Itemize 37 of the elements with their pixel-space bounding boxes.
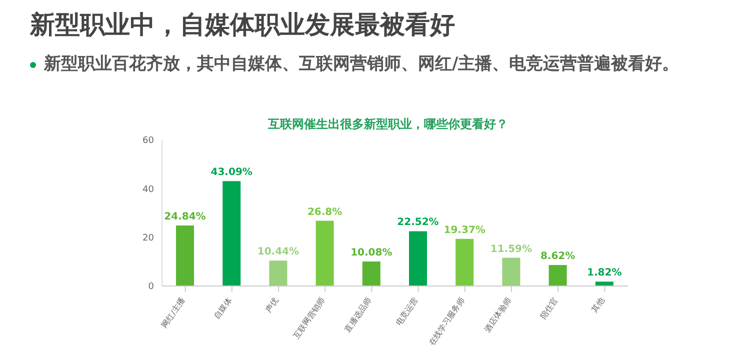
x-tick-label: 自媒体 bbox=[212, 296, 234, 321]
y-tick-label: 20 bbox=[142, 234, 154, 244]
data-label: 43.09% bbox=[210, 167, 252, 178]
bar bbox=[502, 258, 520, 286]
bar bbox=[269, 260, 288, 286]
bar bbox=[362, 261, 380, 286]
x-tick-label: 网红/主播 bbox=[160, 296, 187, 330]
data-label: 22.52% bbox=[397, 217, 439, 228]
chart-title: 新型职业中，自媒体职业发展最被看好 bbox=[30, 9, 455, 41]
data-label: 10.44% bbox=[257, 246, 300, 258]
data-label: 26.8% bbox=[307, 206, 342, 218]
x-tick-label: 在线学习服务师 bbox=[427, 296, 467, 348]
data-label: 1.82% bbox=[587, 268, 622, 279]
data-label: 8.62% bbox=[540, 251, 576, 262]
x-tick-label: 酒店体验师 bbox=[482, 296, 514, 334]
bar bbox=[456, 238, 474, 286]
y-tick-label: 40 bbox=[142, 184, 154, 195]
bar bbox=[222, 181, 241, 286]
x-tick-label: 直播选品师 bbox=[343, 296, 374, 334]
data-label: 10.08% bbox=[350, 247, 392, 258]
x-tick-label: 声优 bbox=[264, 296, 280, 314]
bar bbox=[176, 226, 194, 286]
text: 互联网催生出很多新型职业，哪些你更看好？ bbox=[267, 116, 509, 133]
bar bbox=[316, 220, 334, 286]
chart-subtitle: 新型职业百花齐放，其中自媒体、互联网营销师、网红/主播、电竞运营普遍被看好。 bbox=[44, 54, 680, 75]
x-tick-label: 互联网营销师 bbox=[292, 296, 327, 340]
bar bbox=[409, 231, 427, 286]
y-tick-label: 0 bbox=[148, 282, 154, 292]
bar bbox=[595, 282, 614, 286]
bar bbox=[548, 265, 567, 286]
y-tick-label: 60 bbox=[142, 136, 154, 146]
x-tick-label: 其他 bbox=[590, 296, 606, 314]
data-label: 11.59% bbox=[490, 244, 532, 255]
data-label: 19.37% bbox=[444, 224, 486, 236]
x-tick-label: 陪住官 bbox=[538, 296, 560, 321]
x-tick-label: 电竞运营 bbox=[394, 296, 420, 328]
data-label: 24.84% bbox=[164, 212, 206, 223]
